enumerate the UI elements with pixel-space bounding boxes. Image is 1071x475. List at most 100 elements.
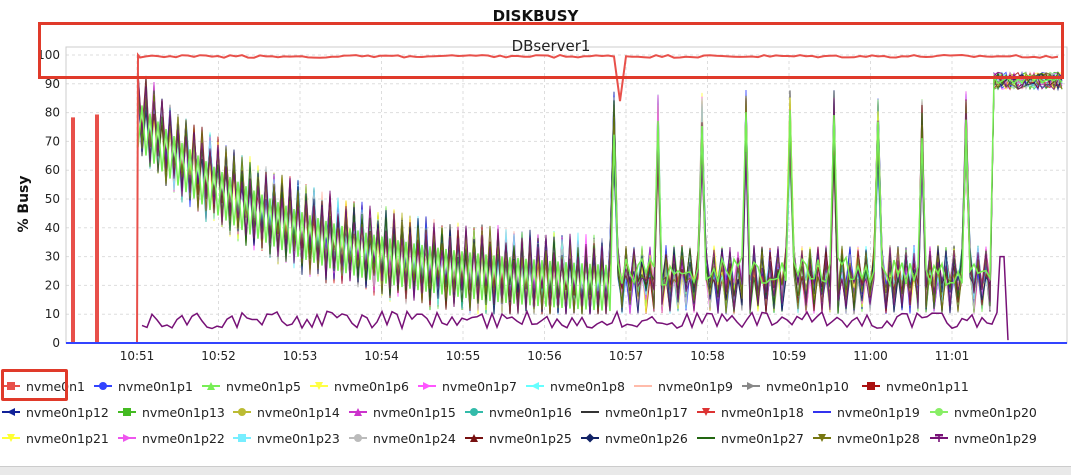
legend-item-nvme0n1p26[interactable]: nvme0n1p26 — [581, 428, 688, 448]
legend-item-nvme0n1p11[interactable]: nvme0n1p11 — [862, 376, 969, 396]
highlight-box-legend — [1, 369, 68, 401]
legend-label: nvme0n1p16 — [489, 404, 572, 420]
svg-text:10:55: 10:55 — [446, 349, 481, 363]
svg-text:10:57: 10:57 — [609, 349, 644, 363]
legend-marker-icon — [862, 379, 880, 393]
svg-text:90: 90 — [45, 77, 60, 91]
legend-label: nvme0n1p14 — [257, 404, 340, 420]
legend-marker-icon — [813, 405, 831, 419]
legend-item-nvme0n1p17[interactable]: nvme0n1p17 — [581, 402, 688, 422]
svg-text:50: 50 — [45, 192, 60, 206]
svg-text:20: 20 — [45, 278, 60, 292]
legend-item-nvme0n1p10[interactable]: nvme0n1p10 — [742, 376, 849, 396]
legend-item-nvme0n1p6[interactable]: nvme0n1p6 — [310, 376, 409, 396]
legend-marker-icon — [310, 379, 328, 393]
legend-label: nvme0n1p13 — [142, 404, 225, 420]
legend-label: nvme0n1p27 — [721, 430, 804, 446]
legend-item-nvme0n1p29[interactable]: nvme0n1p29 — [930, 428, 1037, 448]
svg-text:10:58: 10:58 — [690, 349, 725, 363]
svg-text:11:00: 11:00 — [853, 349, 888, 363]
legend-marker-icon — [742, 379, 760, 393]
y-axis-label: % Busy — [16, 175, 32, 233]
legend-label: nvme0n1p11 — [886, 378, 969, 394]
chart-subtitle: DBserver1 — [511, 37, 591, 55]
svg-text:10:56: 10:56 — [527, 349, 562, 363]
legend-label: nvme0n1p6 — [334, 378, 409, 394]
legend-marker-icon — [634, 379, 652, 393]
svg-text:100: 100 — [37, 48, 60, 62]
legend-label: nvme0n1 — [26, 378, 86, 394]
legend-item-nvme0n1p20[interactable]: nvme0n1p20 — [930, 402, 1037, 422]
svg-text:60: 60 — [45, 163, 60, 177]
legend-item-nvme0n1p27[interactable]: nvme0n1p27 — [697, 428, 804, 448]
legend-item-nvme0n1p21[interactable]: nvme0n1p21 — [2, 428, 109, 448]
legend-marker-icon — [202, 379, 220, 393]
legend-item-nvme0n1[interactable]: nvme0n1 — [2, 376, 85, 396]
legend-item-nvme0n1p8[interactable]: nvme0n1p8 — [526, 376, 625, 396]
legend-marker-icon — [930, 405, 948, 419]
legend-marker-icon — [349, 431, 367, 445]
legend-marker-icon — [118, 405, 136, 419]
legend-marker-icon — [465, 431, 483, 445]
legend-label: nvme0n1p22 — [142, 430, 225, 446]
legend-label: nvme0n1p28 — [837, 430, 920, 446]
svg-text:30: 30 — [45, 250, 60, 264]
legend-item-nvme0n1p16[interactable]: nvme0n1p16 — [465, 402, 572, 422]
legend-label: nvme0n1p9 — [658, 378, 733, 394]
svg-text:10:54: 10:54 — [364, 349, 399, 363]
legend-label: nvme0n1p18 — [721, 404, 804, 420]
legend-item-nvme0n1p19[interactable]: nvme0n1p19 — [813, 402, 920, 422]
legend-marker-icon — [813, 431, 831, 445]
legend-marker-icon — [930, 431, 948, 445]
legend-label: nvme0n1p8 — [550, 378, 625, 394]
legend-marker-icon — [94, 379, 112, 393]
legend-label: nvme0n1p5 — [226, 378, 301, 394]
legend-label: nvme0n1p12 — [26, 404, 109, 420]
legend-item-nvme0n1p25[interactable]: nvme0n1p25 — [465, 428, 572, 448]
svg-text:0: 0 — [52, 336, 60, 350]
legend-marker-icon — [418, 379, 436, 393]
svg-text:80: 80 — [45, 106, 60, 120]
legend-item-nvme0n1p7[interactable]: nvme0n1p7 — [418, 376, 517, 396]
svg-text:70: 70 — [45, 134, 60, 148]
legend-marker-icon — [581, 431, 599, 445]
legend-marker-icon — [233, 405, 251, 419]
legend-label: nvme0n1p15 — [373, 404, 456, 420]
legend-item-nvme0n1p12[interactable]: nvme0n1p12 — [2, 402, 109, 422]
legend-item-nvme0n1p23[interactable]: nvme0n1p23 — [233, 428, 340, 448]
legend-marker-icon — [2, 405, 20, 419]
legend-label: nvme0n1p19 — [837, 404, 920, 420]
legend-marker-icon — [465, 405, 483, 419]
scrollbar-track — [0, 466, 1071, 475]
legend-item-nvme0n1p9[interactable]: nvme0n1p9 — [634, 376, 733, 396]
legend-item-nvme0n1p1[interactable]: nvme0n1p1 — [94, 376, 193, 396]
legend-item-nvme0n1p13[interactable]: nvme0n1p13 — [118, 402, 225, 422]
legend-label: nvme0n1p21 — [26, 430, 109, 446]
legend-item-nvme0n1p14[interactable]: nvme0n1p14 — [233, 402, 340, 422]
legend-marker-icon — [349, 405, 367, 419]
legend-marker-icon — [697, 405, 715, 419]
legend-label: nvme0n1p20 — [954, 404, 1037, 420]
legend-label: nvme0n1p1 — [118, 378, 193, 394]
plot-area: 0 10 20 30 40 50 60 70 80 90 100 10:51 10:52 10:53 10:… — [37, 46, 1068, 363]
svg-text:40: 40 — [45, 221, 60, 235]
legend-marker-icon — [2, 379, 20, 393]
legend-marker-icon — [233, 431, 251, 445]
legend-marker-icon — [581, 405, 599, 419]
legend-item-nvme0n1p22[interactable]: nvme0n1p22 — [118, 428, 225, 448]
legend-label: nvme0n1p23 — [257, 430, 340, 446]
svg-text:10: 10 — [45, 307, 60, 321]
legend-item-nvme0n1p15[interactable]: nvme0n1p15 — [349, 402, 456, 422]
legend-item-nvme0n1p28[interactable]: nvme0n1p28 — [813, 428, 920, 448]
legend-label: nvme0n1p24 — [373, 430, 456, 446]
legend-marker-icon — [2, 431, 20, 445]
legend-item-nvme0n1p5[interactable]: nvme0n1p5 — [202, 376, 301, 396]
highlight-box-top: DBserver1 — [38, 22, 1064, 79]
svg-text:10:59: 10:59 — [772, 349, 807, 363]
legend-item-nvme0n1p24[interactable]: nvme0n1p24 — [349, 428, 456, 448]
svg-text:10:53: 10:53 — [283, 349, 318, 363]
legend-marker-icon — [697, 431, 715, 445]
svg-text:10:51: 10:51 — [120, 349, 155, 363]
legend-label: nvme0n1p10 — [766, 378, 849, 394]
legend-item-nvme0n1p18[interactable]: nvme0n1p18 — [697, 402, 804, 422]
